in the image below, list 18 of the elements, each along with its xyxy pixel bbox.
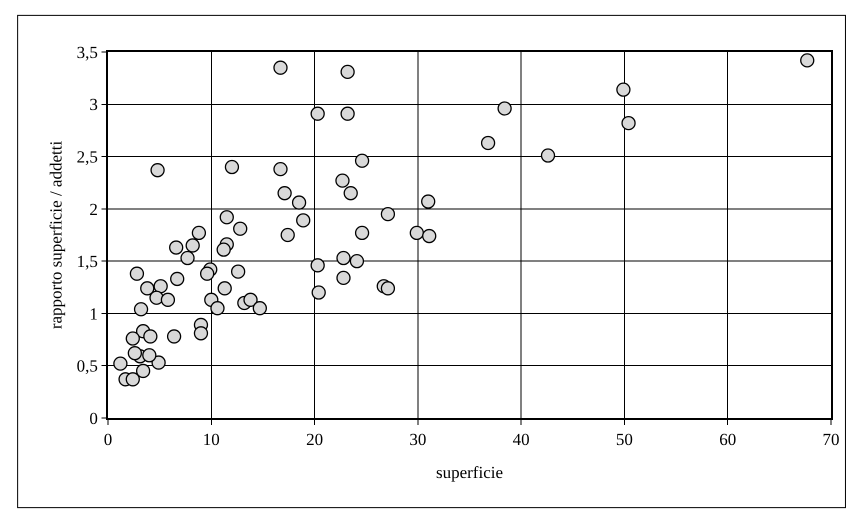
x-tick-label: 60	[719, 430, 736, 450]
x-tick-label: 0	[104, 430, 112, 450]
y-axis-title: rapporto superficie / addetti	[46, 140, 66, 330]
y-tick-label: 2,5	[76, 148, 98, 167]
x-tick-label: 20	[306, 430, 324, 450]
x-axis-title: superficie	[436, 463, 504, 482]
x-tick-label: 40	[512, 430, 530, 450]
x-tick-label: 70	[822, 430, 840, 450]
x-tick-label: 10	[202, 430, 220, 450]
y-tick-label: 1,5	[76, 252, 98, 272]
y-tick-label: 1	[89, 304, 98, 324]
x-tick-label: 30	[409, 430, 426, 450]
x-tick-label: 50	[616, 430, 633, 450]
y-tick-label: 0	[89, 408, 98, 428]
y-tick-label: 3,5	[76, 42, 98, 62]
y-tick-label: 3	[89, 95, 98, 114]
y-tick-label: 2	[89, 200, 98, 219]
y-tick-label: 0,5	[76, 356, 98, 376]
